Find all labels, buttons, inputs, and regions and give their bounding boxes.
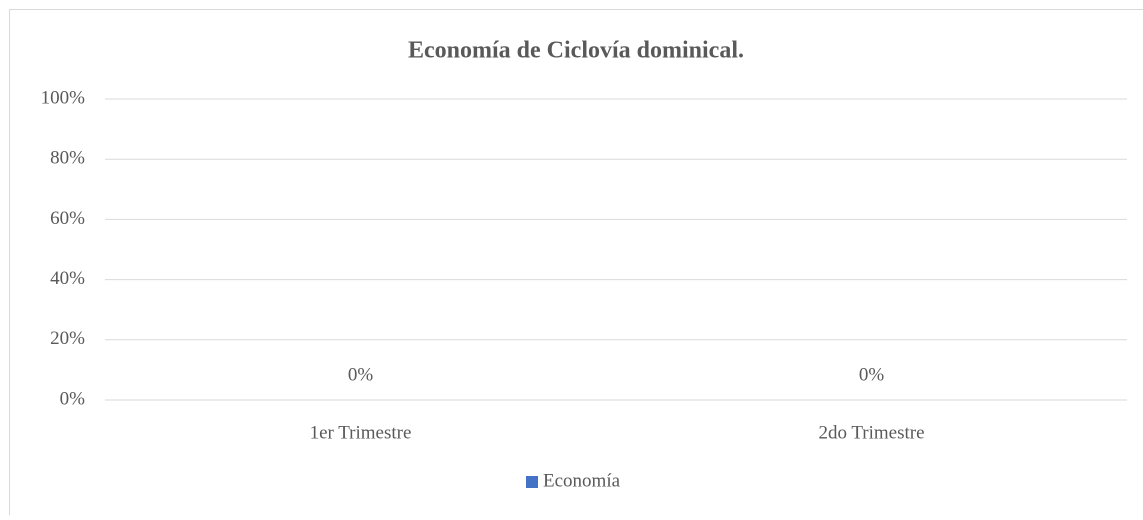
x-tick-label: 2do Trimestre bbox=[818, 422, 924, 443]
chart-title: Economía de Ciclovía dominical. bbox=[408, 38, 744, 64]
legend-swatch bbox=[526, 476, 538, 488]
data-label: 0% bbox=[348, 364, 374, 385]
y-tick-label: 40% bbox=[50, 268, 85, 289]
y-tick-label: 60% bbox=[50, 208, 85, 229]
data-label: 0% bbox=[859, 364, 885, 385]
chart-border bbox=[10, 10, 1143, 516]
y-tick-label: 80% bbox=[50, 148, 85, 169]
y-tick-label: 20% bbox=[50, 328, 85, 349]
y-tick-label: 100% bbox=[41, 87, 86, 108]
y-tick-label: 0% bbox=[60, 388, 86, 409]
legend-label: Economía bbox=[543, 470, 621, 491]
x-tick-label: 1er Trimestre bbox=[310, 422, 412, 443]
